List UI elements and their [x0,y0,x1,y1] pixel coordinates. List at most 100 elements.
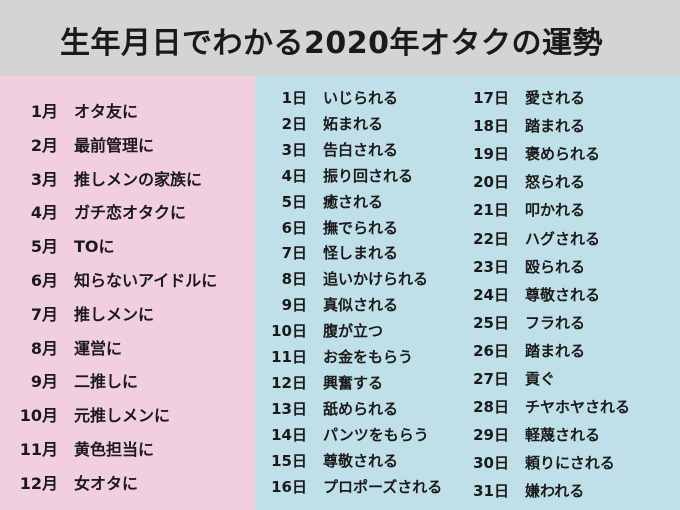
day-row: 23日 殴られる [467,256,585,277]
day-fortune-action: 頼りにされる [525,454,615,473]
day-fortune-action: 怪しまれる [323,244,399,263]
day-number: 25日 [473,313,509,332]
day-row: 7日 怪しまれる [265,242,398,263]
day-number: 19日 [473,145,509,164]
month-row: 4月 ガチ恋オタクに [18,199,186,223]
day-row: 19日 褒められる [467,143,600,164]
day-row: 9日 真似される [265,294,398,315]
day-row: 22日 ハグされる [467,228,600,249]
day-fortune-action: 舐められる [323,399,399,418]
day-row: 4日 振り回される [265,165,413,186]
day-number: 5日 [281,192,307,211]
day-row: 3日 告白される [265,139,398,160]
month-fortune-target: 知らないアイドルに [74,271,218,290]
month-fortune-target: ガチ恋オタクに [74,203,187,223]
day-fortune-action: 叩かれる [525,201,586,220]
day-number: 14日 [271,425,307,444]
day-fortune-action: 告白される [323,140,399,159]
day-row: 30日 頼りにされる [467,452,615,473]
day-number: 26日 [473,341,509,360]
day-fortune-action: 追いかけられる [323,270,429,289]
day-row: 26日 踏まれる [467,340,585,361]
month-row: 1月 オタ友に [18,98,138,122]
day-number: 11日 [271,348,307,366]
day-row: 11日 お金をもらう [265,346,413,367]
day-fortune-action: 踏まれる [525,117,586,136]
day-row: 8日 追いかけられる [265,268,428,289]
day-number: 12日 [271,373,307,392]
day-number: 30日 [473,454,509,473]
months-panel: 1月 オタ友に 2月 最前管理に 3月 推しメンの家族に 4月 ガチ恋オタクに 5月 TOに 6月知… [0,76,255,510]
day-fortune-action: 癒される [323,192,384,211]
day-fortune-action: 振り回される [323,166,414,185]
month-row: 8月 運営に [18,335,122,359]
day-number: 8日 [281,270,307,289]
month-fortune-target: TOに [74,237,115,257]
month-number: 1月 [30,102,58,121]
day-fortune-action: ハグされる [525,229,601,248]
day-fortune-action: パンツをもらう [323,425,429,444]
day-number: 17日 [473,89,509,107]
day-number: 18日 [473,117,509,136]
day-row: 2日 妬まれる [265,113,383,134]
day-number: 13日 [271,399,307,418]
day-number: 4日 [281,166,307,185]
day-number: 6日 [281,218,307,237]
month-number: 6月 [30,271,58,290]
day-fortune-action: フラれる [525,313,586,332]
day-row: 6日 撫でられる [265,217,398,238]
day-row: 16日 プロポーズされる [265,476,442,497]
day-number: 16日 [271,477,307,496]
day-row: 13日 舐められる [265,398,398,419]
day-fortune-action: 嫌われる [525,482,585,501]
month-fortune-target: 黄色担当に [74,440,155,459]
day-fortune-action: 褒められる [525,145,601,164]
month-fortune-target: 推しメンの家族に [74,169,203,189]
day-number: 15日 [271,451,307,470]
month-number: 2月 [30,135,58,155]
month-number: 8月 [30,338,58,358]
day-row: 1日 いじられる [265,87,398,108]
month-row: 7月 推しメンに [18,301,154,325]
month-number: 11月 [19,440,58,459]
day-fortune-action: お金をもらう [323,348,414,366]
day-number: 22日 [473,229,509,248]
day-fortune-action: 撫でられる [323,218,399,237]
month-row: 9月 二推しに [18,368,138,392]
day-row: 14日 パンツをもらう [265,424,429,445]
day-fortune-action: 踏まれる [525,341,586,360]
day-row: 28日 チヤホヤされる [467,396,630,417]
month-number: 9月 [30,372,58,392]
day-row: 10日 腹が立つ [265,320,383,341]
day-row: 27日 貢ぐ [467,368,555,389]
month-number: 7月 [30,304,58,324]
day-fortune-action: いじられる [323,89,399,107]
day-fortune-action: 怒られる [525,173,586,192]
day-fortune-action: 妬まれる [323,114,384,133]
day-row: 24日 尊敬される [467,284,600,305]
day-fortune-action: 尊敬される [323,451,399,470]
day-fortune-action: 尊敬される [525,285,601,304]
month-row: 12月 女オタに [18,470,138,494]
month-fortune-target: 二推しに [74,372,139,392]
day-number: 24日 [473,285,509,304]
month-row: 10月 元推しメンに [18,402,170,426]
day-number: 31日 [473,482,509,501]
month-fortune-target: 女オタに [74,473,139,493]
day-number: 1日 [281,89,307,107]
month-fortune-target: 推しメンに [74,304,155,324]
day-row: 12日 興奮する [265,372,383,393]
title-bar: 生年月日でわかる2020年オタクの運勢 [0,0,680,76]
day-fortune-action: 真似される [323,296,399,315]
month-fortune-target: 運営に [74,338,123,358]
month-number: 10月 [19,406,58,426]
day-row: 25日 フラれる [467,312,585,333]
day-number: 23日 [473,257,509,276]
month-fortune-target: 最前管理に [74,135,155,155]
day-number: 3日 [281,140,307,159]
month-number: 3月 [30,169,58,189]
day-fortune-action: 興奮する [323,373,384,392]
day-row: 29日 軽蔑される [467,424,600,445]
day-row: 5日 癒される [265,191,383,212]
day-row: 15日 尊敬される [265,450,398,471]
